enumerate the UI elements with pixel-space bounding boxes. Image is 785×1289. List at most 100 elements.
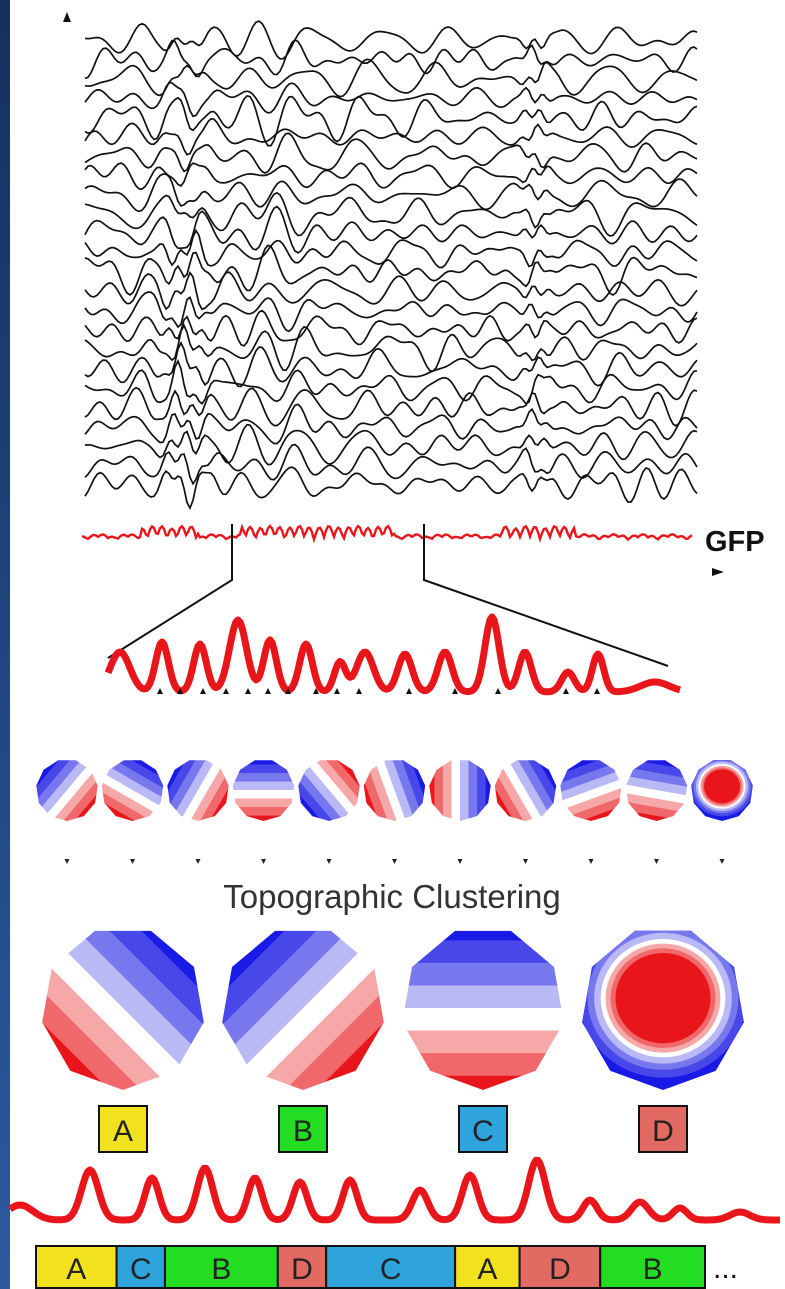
triangle-marker-icon <box>356 688 362 694</box>
zoom-connector-lines <box>107 524 669 667</box>
peak-topography-map <box>429 760 491 821</box>
eeg-trace <box>84 466 698 511</box>
eeg-trace <box>84 58 698 98</box>
triangle-marker-icon <box>261 859 266 864</box>
template-label-text: C <box>472 1115 494 1148</box>
zoom-line-right <box>423 524 669 667</box>
template-label-text: B <box>293 1115 313 1148</box>
eeg-trace <box>84 244 698 297</box>
template-map-d <box>582 930 744 1090</box>
eeg-trace <box>84 94 698 147</box>
eeg-trace <box>84 228 698 269</box>
sequence-segment-d: D <box>518 1245 602 1289</box>
triangle-marker-icon <box>223 688 229 694</box>
template-map-labels: A B C D <box>98 1105 688 1153</box>
sequence-segment-a: A <box>35 1245 118 1289</box>
template-label-a: A <box>98 1105 148 1153</box>
sequence-segment-label: A <box>477 1253 497 1286</box>
triangle-marker-icon <box>130 859 135 864</box>
eeg-trace <box>84 117 698 156</box>
triangle-marker-icon <box>594 688 600 694</box>
triangle-marker-icon <box>334 688 340 694</box>
eeg-trace <box>84 359 698 405</box>
triangle-marker-icon <box>177 688 183 694</box>
template-map-c <box>402 930 564 1090</box>
eeg-trace <box>84 191 698 237</box>
sequence-segment-label: D <box>291 1253 313 1286</box>
eeg-trace <box>84 38 698 80</box>
sequence-ellipsis: ... <box>713 1252 738 1285</box>
template-label-text: D <box>652 1115 674 1148</box>
arrowhead-icon <box>63 12 71 22</box>
bottom-gfp-trace <box>8 1156 782 1224</box>
sequence-segment-label: A <box>66 1253 86 1286</box>
triangle-marker-icon <box>265 688 271 694</box>
sequence-segment-label: C <box>380 1253 402 1286</box>
sequence-segment-b: B <box>163 1245 279 1289</box>
template-label-b: B <box>278 1105 328 1153</box>
triangle-marker-icon <box>654 859 659 864</box>
triangle-marker-icon <box>457 859 463 864</box>
eeg-trace <box>84 443 698 486</box>
triangle-marker-icon <box>563 688 569 694</box>
triangle-marker-icon <box>406 688 412 694</box>
gfp-peak-markers <box>157 688 600 694</box>
template-label-text: A <box>113 1115 133 1148</box>
eeg-trace <box>84 173 698 213</box>
peak-topography-map <box>691 760 753 821</box>
template-label-c: C <box>458 1105 508 1153</box>
triangle-marker-icon <box>495 688 501 694</box>
sequence-segment-label: C <box>130 1253 152 1286</box>
eeg-trace <box>84 309 698 347</box>
topography-markers <box>64 859 725 864</box>
left-edge-band <box>0 0 10 1289</box>
sequence-segment-c: C <box>115 1245 166 1289</box>
triangle-marker-icon <box>245 688 251 694</box>
sequence-segment-a: A <box>454 1245 521 1289</box>
eeg-trace <box>84 386 698 427</box>
gfp-label: GFP <box>705 526 765 558</box>
sequence-segment-d: D <box>276 1245 328 1289</box>
triangle-marker-icon <box>392 859 397 864</box>
triangle-marker-icon <box>588 859 594 864</box>
peak-topography-maps <box>36 760 753 821</box>
peak-topography-map <box>232 760 295 821</box>
clustering-title: Topographic Clustering <box>223 878 561 915</box>
gfp-line <box>81 523 693 544</box>
triangle-marker-icon <box>157 688 163 694</box>
eeg-trace <box>84 132 698 174</box>
eeg-trace <box>84 162 698 190</box>
triangle-marker-icon <box>452 688 458 694</box>
triangle-marker-icon <box>313 688 319 694</box>
arrowhead-icon <box>712 568 724 576</box>
eeg-trace <box>84 205 698 254</box>
eeg-trace <box>84 81 698 118</box>
sequence-segment-c: C <box>325 1245 457 1289</box>
triangle-marker-icon <box>200 688 206 694</box>
eeg-channel-traces <box>84 20 698 511</box>
triangle-marker-icon <box>64 859 70 864</box>
eeg-trace <box>84 423 698 466</box>
eeg-trace <box>84 403 698 445</box>
eeg-trace <box>84 20 698 60</box>
sequence-segment-label: B <box>643 1253 663 1286</box>
eeg-trace <box>84 270 698 311</box>
bottom-gfp-line <box>8 1156 782 1224</box>
triangle-marker-icon <box>719 859 725 864</box>
zoomed-gfp-line <box>104 613 682 696</box>
eeg-trace <box>84 323 698 373</box>
sequence-segment-label: D <box>549 1253 571 1286</box>
eeg-trace <box>84 341 698 388</box>
triangle-marker-icon <box>326 859 332 864</box>
triangle-marker-icon <box>285 688 291 694</box>
template-label-d: D <box>638 1105 688 1153</box>
sequence-segment-b: B <box>599 1245 706 1289</box>
zoomed-gfp-trace <box>104 613 682 696</box>
gfp-trace <box>81 523 693 544</box>
sequence-segment-label: B <box>211 1253 231 1286</box>
triangle-marker-icon <box>523 859 528 864</box>
zoom-line-left <box>107 524 233 659</box>
triangle-marker-icon <box>195 859 201 864</box>
